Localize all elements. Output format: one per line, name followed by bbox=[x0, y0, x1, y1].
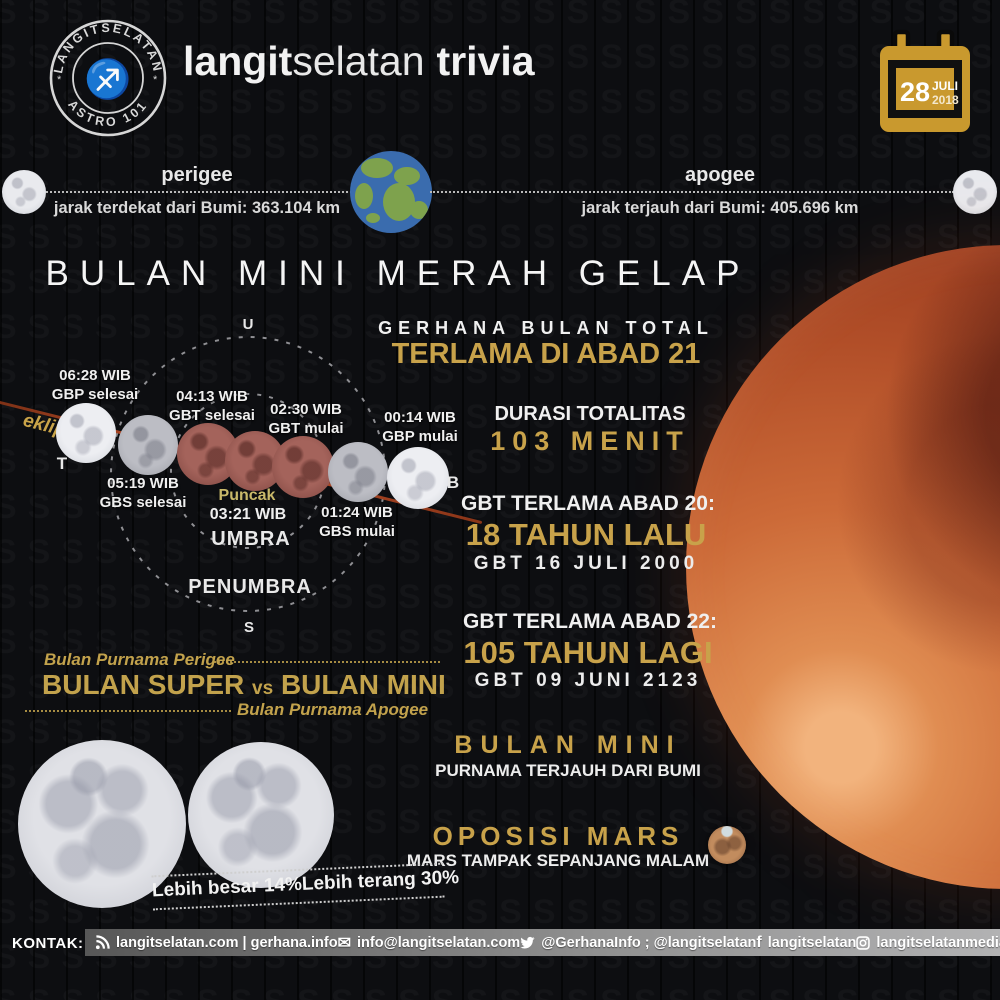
instagram-text: langitselatanmedia bbox=[876, 934, 1000, 951]
twitter-icon bbox=[520, 935, 535, 950]
bulan-mini-desc: PURNAMA TERJAUH DARI BUMI bbox=[435, 761, 701, 780]
minimoon-icon bbox=[188, 742, 334, 888]
bulan-mini-title: BULAN MINI bbox=[454, 731, 682, 759]
duration-value: 103 MENIT bbox=[490, 426, 690, 456]
abad20-label: GBT TERLAMA ABAD 20: bbox=[461, 492, 715, 515]
website-text: langitselatan.com | gerhana.info bbox=[116, 934, 338, 951]
brand-suffix: trivia bbox=[436, 38, 535, 84]
moon-phase-2 bbox=[118, 415, 178, 475]
main-title: BULAN MINI MERAH GELAP bbox=[45, 254, 751, 293]
calendar-icon: 28 JULI 2018 bbox=[880, 29, 970, 132]
cardinal-t: T bbox=[56, 454, 68, 473]
brand-bold: langit bbox=[183, 38, 293, 84]
comparison-title: BULAN SUPER vs BULAN MINI bbox=[42, 669, 446, 700]
moon-phase-5 bbox=[272, 436, 334, 498]
duration-label: DURASI TOTALITAS bbox=[494, 403, 686, 425]
calendar-day: 28 bbox=[900, 77, 930, 107]
perigee-note: Bulan Purnama Perigee bbox=[44, 650, 235, 669]
apogee-moon-icon bbox=[953, 170, 997, 214]
perigee-dotted-line bbox=[46, 191, 352, 193]
calendar-month: JULI bbox=[932, 79, 958, 93]
moon-phase-7 bbox=[387, 447, 449, 509]
peak-label: Puncak bbox=[218, 487, 276, 504]
contact-bar: langitselatan.com | gerhana.info ✉ info@… bbox=[85, 929, 1000, 956]
brand-regular: selatan bbox=[292, 38, 425, 84]
supermoon-icon bbox=[18, 740, 186, 908]
peak-time: 03:21 WIB bbox=[209, 506, 287, 523]
headline-line1: GERHANA BULAN TOTAL bbox=[378, 318, 714, 338]
brighter-label: Lebih terang 30% bbox=[301, 866, 460, 895]
event-label-gbp-selesai: 06:28 WIB GBP selesai bbox=[51, 367, 139, 403]
cardinal-s: S bbox=[243, 619, 255, 636]
earth-icon bbox=[350, 151, 432, 233]
event-label-gbp-mulai: 00:14 WIB GBP mulai bbox=[382, 409, 458, 445]
rss-icon bbox=[95, 935, 110, 950]
kontak-label: KONTAK: bbox=[12, 935, 84, 952]
twitter-item: @GerhanaInfo ; @langitselatan bbox=[520, 935, 756, 951]
perigee-label: perigee bbox=[161, 164, 233, 186]
brand-title: langitselatan trivia bbox=[183, 38, 535, 85]
abad22-label: GBT TERLAMA ABAD 22: bbox=[463, 610, 717, 633]
centaur-archer-icon: ♐ bbox=[84, 57, 131, 101]
calendar-year: 2018 bbox=[932, 93, 959, 107]
website-item: langitselatan.com | gerhana.info bbox=[95, 935, 338, 951]
mail-icon: ✉ bbox=[337, 934, 352, 952]
headline-line2: TERLAMA DI ABAD 21 bbox=[391, 338, 701, 370]
twitter-text: @GerhanaInfo ; @langitselatan bbox=[541, 934, 757, 951]
bigger-label: Lebih besar 14% bbox=[151, 873, 303, 902]
event-label-gbt-mulai: 02:30 WIB GBT mulai bbox=[268, 401, 344, 437]
facebook-item: f langitselatan bbox=[756, 934, 856, 952]
apogee-dotted-line bbox=[430, 191, 954, 193]
apogee-label: apogee bbox=[684, 164, 756, 186]
email-text: info@langitselatan.com bbox=[357, 934, 521, 951]
moon-phase-6 bbox=[328, 442, 388, 502]
langitselatan-logo: LANGITSELATAN ASTRO 101 * * ♐ bbox=[49, 19, 167, 137]
mars-icon bbox=[708, 826, 746, 864]
umbra-label: UMBRA bbox=[211, 528, 291, 550]
event-label-gbs-mulai: 01:24 WIB GBS mulai bbox=[319, 504, 395, 540]
instagram-item: langitselatanmedia bbox=[856, 935, 1000, 951]
perigee-moon-icon bbox=[2, 170, 46, 214]
apogee-note-dotline bbox=[25, 710, 231, 712]
apogee-distance: jarak terjauh dari Bumi: 405.696 km bbox=[581, 199, 859, 217]
cardinal-u: U bbox=[242, 316, 254, 333]
perigee-distance: jarak terdekat dari Bumi: 363.104 km bbox=[53, 199, 341, 217]
abad22-date: GBT 09 JUNI 2123 bbox=[474, 670, 702, 691]
perigee-note-dotline bbox=[214, 661, 440, 663]
cardinal-b: B bbox=[446, 473, 460, 492]
event-label-gbt-selesai: 04:13 WIB GBT selesai bbox=[169, 388, 255, 424]
abad22-value: 105 TAHUN LAGI bbox=[463, 635, 713, 670]
abad20-date: GBT 16 JULI 2000 bbox=[473, 553, 699, 574]
facebook-text: langitselatan bbox=[767, 934, 857, 951]
logo-star-left: * bbox=[57, 74, 62, 86]
abad20-value: 18 TAHUN LALU bbox=[465, 517, 707, 552]
apogee-note: Bulan Purnama Apogee bbox=[237, 700, 429, 719]
logo-star-right: * bbox=[153, 74, 158, 86]
moon-phase-1 bbox=[56, 403, 116, 463]
instagram-icon bbox=[856, 935, 871, 950]
email-item: ✉ info@langitselatan.com bbox=[338, 933, 521, 953]
event-label-gbs-selesai: 05:19 WIB GBS selesai bbox=[99, 475, 187, 511]
penumbra-label: PENUMBRA bbox=[188, 576, 312, 598]
oposisi-mars-title: OPOSISI MARS bbox=[432, 821, 684, 851]
facebook-icon: f bbox=[756, 933, 762, 951]
oposisi-mars-desc: MARS TAMPAK SEPANJANG MALAM bbox=[406, 851, 710, 870]
